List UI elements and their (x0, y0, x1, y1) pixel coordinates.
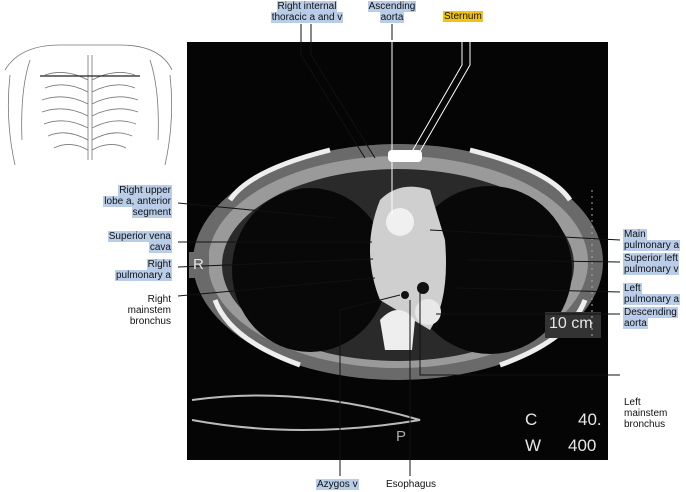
label-main-pulmonary-a: Main pulmonary a (623, 229, 681, 251)
label-right-mainstem: Right mainstem bronchus (127, 294, 172, 327)
label-line: Left (623, 283, 642, 294)
label-line: aorta (379, 12, 405, 23)
label-line: Superior vena (107, 231, 172, 242)
label-line: thoracic a and v (270, 12, 344, 23)
ct-image (187, 42, 608, 460)
label-line: Right internal (276, 1, 338, 12)
label-esophagus: Esophagus (385, 479, 437, 490)
label-line: Right (147, 294, 171, 305)
label-line: Esophagus (386, 479, 437, 490)
label-line: Descending (623, 307, 678, 318)
label-line: bronchus (129, 316, 171, 327)
center-label: C (525, 410, 538, 429)
label-line: Ascending (367, 1, 417, 12)
label-line: Sternum (443, 11, 483, 22)
label-line: segment (131, 207, 172, 218)
label-azygos: Azygos v (316, 479, 359, 490)
label-ascending-aorta: Ascending aorta (357, 1, 427, 23)
label-line: mainstem (127, 305, 171, 316)
label-superior-left-pulmonary-v: Superior left pulmonary v (623, 253, 680, 275)
label-right-upper-lobe: Right upper lobe a, anterior segment (103, 185, 172, 218)
label-line: Right upper (118, 185, 172, 196)
leader-lines (177, 24, 621, 476)
label-line: Superior left (623, 253, 679, 264)
label-line: pulmonary a (114, 270, 172, 281)
width-label: W (525, 436, 542, 455)
label-descending-aorta: Descending aorta (623, 307, 678, 329)
label-line: Left (624, 397, 641, 408)
orientation-right: R (193, 256, 204, 273)
label-left-pulmonary-a: Left pulmonary a (623, 283, 681, 305)
label-line: Main (623, 229, 647, 240)
label-right-pulmonary-a: Right pulmonary a (114, 259, 172, 281)
orientation-posterior: P (396, 428, 407, 445)
label-line: pulmonary a (623, 294, 681, 305)
label-line: bronchus (624, 419, 666, 430)
label-line: pulmonary v (623, 264, 680, 275)
label-line: mainstem (624, 408, 668, 419)
label-right-internal-thoracic: Right internal thoracic a and v (262, 1, 352, 23)
width-value: 400 (568, 436, 597, 455)
label-line: aorta (623, 318, 648, 329)
center-value: 40. (578, 410, 602, 429)
label-superior-vena-cava: Superior vena cava (107, 231, 172, 253)
label-line: cava (148, 242, 172, 253)
thorax-thumbnail (4, 44, 173, 166)
label-line: lobe a, anterior (103, 196, 172, 207)
label-line: Azygos v (316, 479, 359, 490)
label-sternum: Sternum (443, 11, 483, 22)
label-line: pulmonary a (623, 240, 681, 251)
label-line: Right (146, 259, 172, 270)
label-left-mainstem: Left mainstem bronchus (623, 397, 668, 430)
scale-label: 10 cm (549, 315, 593, 332)
